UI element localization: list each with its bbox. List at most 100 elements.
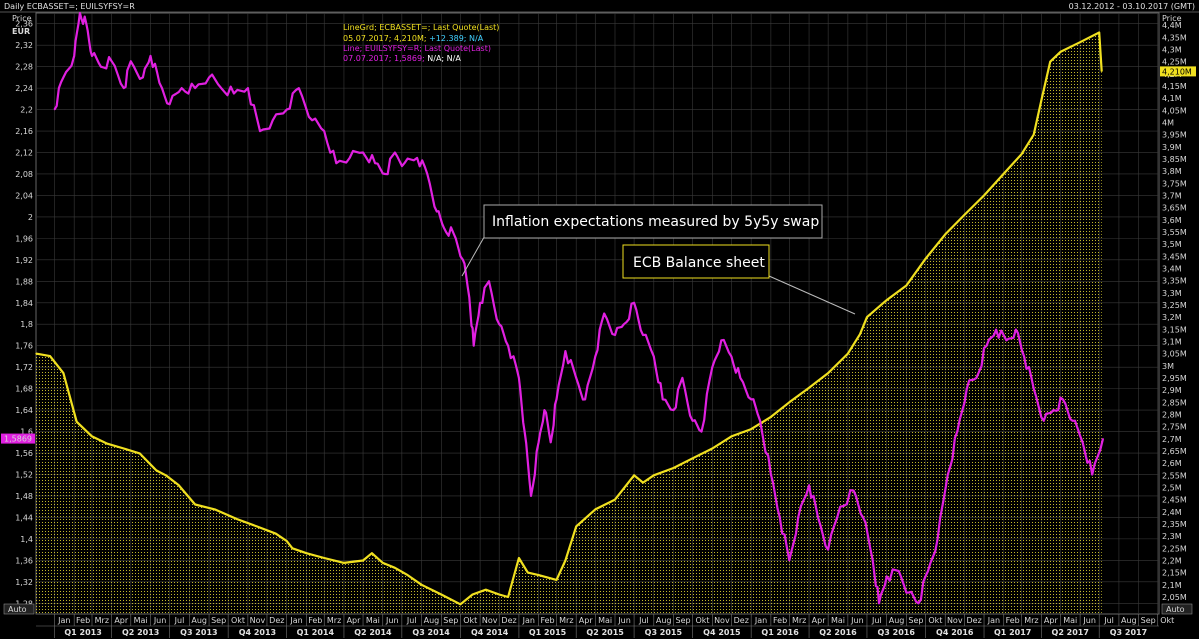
quarter-label: Q3 2014 bbox=[412, 628, 450, 637]
ecb-point bbox=[808, 387, 810, 389]
inflation-point bbox=[323, 130, 325, 132]
inflation-point bbox=[62, 76, 64, 78]
ecb-point bbox=[485, 589, 487, 591]
inflation-point bbox=[642, 334, 644, 336]
ecb-point bbox=[886, 299, 888, 301]
ecb-point bbox=[155, 469, 157, 471]
right-tick-label: 4,35M bbox=[1162, 33, 1187, 42]
right-last-value: 4,210M bbox=[1162, 67, 1192, 76]
right-tick-label: 2,9M bbox=[1162, 386, 1182, 395]
ecb-point bbox=[507, 596, 509, 598]
right-tick-label: 2,75M bbox=[1162, 423, 1187, 432]
ecb-point bbox=[924, 258, 927, 260]
left-tick-label: 1,64 bbox=[15, 406, 33, 415]
ecb-point bbox=[1033, 134, 1035, 136]
inflation-point bbox=[603, 312, 605, 315]
inflation-point bbox=[1082, 441, 1084, 443]
inflation-point bbox=[808, 484, 810, 486]
ecb-point bbox=[194, 503, 196, 506]
ecb-point bbox=[1059, 51, 1061, 53]
right-tick-label: 4M bbox=[1162, 118, 1174, 127]
inflation-point bbox=[416, 157, 418, 159]
inflation-point bbox=[374, 162, 376, 164]
right-tick-label: 3,25M bbox=[1162, 301, 1187, 310]
month-label: Feb bbox=[773, 616, 787, 625]
right-tick-label: 3,7M bbox=[1162, 191, 1182, 200]
inflation-point bbox=[917, 602, 920, 604]
ecb-point bbox=[642, 482, 644, 484]
right-tick-label: 3,5M bbox=[1162, 240, 1182, 249]
ecb-point bbox=[62, 372, 64, 374]
right-tick-label: 2,7M bbox=[1162, 435, 1182, 444]
ecb-point bbox=[859, 333, 861, 335]
inflation-point bbox=[543, 409, 546, 411]
left-tick-label: 1,88 bbox=[15, 277, 33, 286]
inflation-point bbox=[498, 323, 500, 325]
inflation-point bbox=[872, 559, 874, 561]
right-tick-label: 3,75M bbox=[1162, 179, 1187, 188]
left-tick-label: 1,48 bbox=[15, 492, 33, 501]
left-tick-label: 1,32 bbox=[15, 578, 33, 587]
ecb-point bbox=[440, 593, 442, 596]
series-lines bbox=[35, 11, 1105, 606]
inflation-point bbox=[1005, 339, 1007, 341]
inflation-point bbox=[298, 87, 300, 89]
right-tick-label: 3,85M bbox=[1162, 155, 1187, 164]
ecb-area bbox=[36, 32, 1102, 614]
inflation-point bbox=[468, 296, 470, 298]
month-label: Mrz bbox=[327, 616, 341, 625]
inflation-point bbox=[1071, 420, 1074, 422]
right-tick-label: 2,45M bbox=[1162, 496, 1187, 505]
inflation-point bbox=[73, 55, 75, 57]
month-label: Aug bbox=[889, 616, 905, 625]
right-tick-label: 2,85M bbox=[1162, 398, 1187, 407]
legend-line-4: 07.07.2017; 1,5869; N/A; N/A bbox=[343, 54, 461, 63]
inflation-point bbox=[633, 302, 635, 304]
right-tick-label: 4,05M bbox=[1162, 106, 1187, 115]
ecb-point bbox=[76, 421, 78, 423]
month-label: Nov bbox=[482, 616, 498, 625]
ecb-point bbox=[518, 557, 520, 559]
right-tick-label: 2,3M bbox=[1162, 532, 1182, 541]
ecb-callout-box bbox=[622, 244, 770, 279]
month-label: Jun bbox=[617, 616, 631, 625]
right-tick-label: 4,4M bbox=[1162, 21, 1182, 30]
right-tick-label: 3,3M bbox=[1162, 289, 1182, 298]
inflation-point bbox=[403, 162, 405, 164]
inflation-point bbox=[1091, 473, 1093, 476]
left-tick-label: 2,32 bbox=[15, 41, 33, 50]
right-tick-label: 2,25M bbox=[1162, 544, 1187, 553]
inflation-point bbox=[700, 431, 703, 433]
ecb-point bbox=[564, 559, 567, 562]
left-tick-label: 1,4 bbox=[20, 535, 33, 544]
inflation-point bbox=[111, 60, 113, 62]
inflation-point bbox=[311, 119, 313, 121]
inflation-point bbox=[1052, 409, 1054, 411]
month-label: Jan bbox=[57, 616, 70, 625]
inflation-point bbox=[530, 495, 532, 497]
quarter-label: Q3 2013 bbox=[180, 628, 217, 637]
ecb-point bbox=[371, 552, 373, 554]
month-label: Apr bbox=[812, 616, 827, 625]
month-label: Nov bbox=[714, 616, 730, 625]
month-label: Apr bbox=[347, 616, 362, 625]
inflation-point bbox=[898, 570, 900, 572]
left-auto-button[interactable] bbox=[3, 603, 35, 615]
inflation-point bbox=[817, 516, 819, 519]
right-tick-label: 3,4M bbox=[1162, 264, 1182, 273]
ecb-point bbox=[788, 401, 790, 403]
month-label: Okt bbox=[695, 616, 709, 625]
right-auto-button[interactable] bbox=[1161, 603, 1193, 615]
right-auto-label: Auto bbox=[1166, 605, 1185, 614]
left-tick-label: 1,6 bbox=[20, 428, 33, 437]
inflation-point bbox=[739, 377, 741, 379]
inflation-point bbox=[259, 130, 261, 132]
ecb-area-fill bbox=[36, 32, 1102, 614]
ecb-point bbox=[106, 443, 108, 445]
month-label: Jul bbox=[406, 616, 417, 625]
inflation-point bbox=[233, 92, 235, 95]
right-tick-label: 2,5M bbox=[1162, 483, 1182, 492]
inflation-point bbox=[886, 575, 888, 578]
inflation-point bbox=[53, 109, 56, 111]
